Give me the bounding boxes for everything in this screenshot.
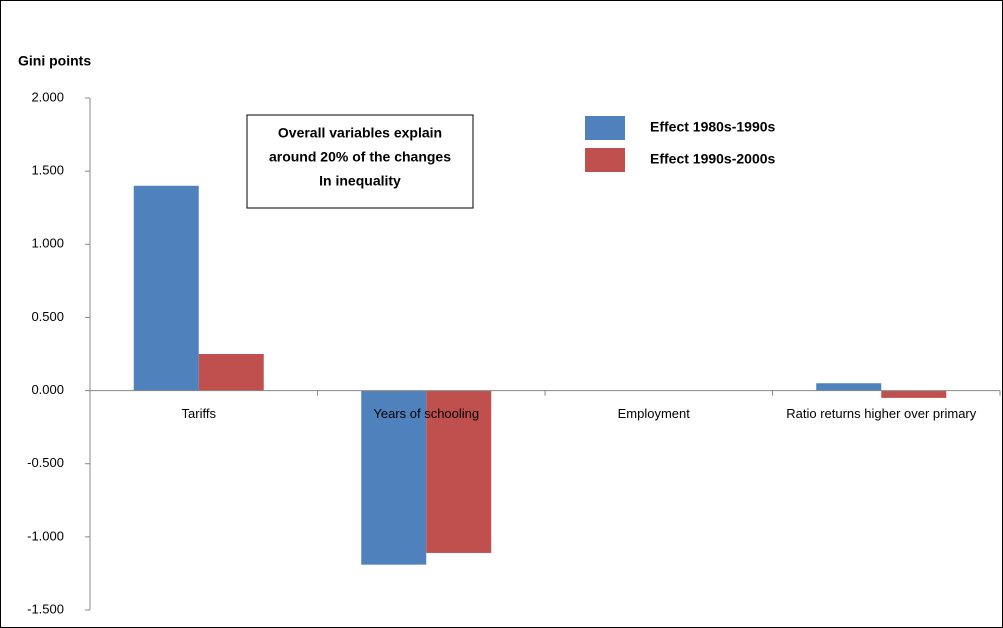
y-tick-label: 0.000 — [31, 382, 64, 397]
bar — [816, 383, 882, 391]
x-tick-label: Employment — [618, 406, 691, 421]
x-tick-label: Tariffs — [182, 406, 217, 421]
bar — [426, 390, 492, 553]
annotation-text: around 20% of the changes — [269, 149, 451, 165]
legend-swatch — [585, 116, 625, 140]
annotation-text: In inequality — [319, 173, 401, 189]
y-tick-label: -1.000 — [27, 528, 64, 543]
x-tick-label: Ratio returns higher over primary — [786, 406, 977, 421]
x-tick-label: Years of schooling — [373, 406, 479, 421]
bar — [881, 390, 947, 398]
y-tick-label: 2.000 — [31, 89, 64, 104]
annotation-text: Overall variables explain — [278, 125, 442, 141]
legend-label: Effect 1990s-2000s — [650, 151, 776, 167]
bar — [133, 185, 199, 391]
y-axis-label: Gini points — [18, 53, 91, 69]
y-tick-label: 1.500 — [31, 163, 64, 178]
bar — [198, 354, 264, 391]
y-tick-label: -0.500 — [27, 455, 64, 470]
y-tick-label: 1.000 — [31, 236, 64, 251]
annotation-box — [246, 114, 474, 209]
y-tick-label: -1.500 — [27, 601, 64, 616]
y-tick-label: 0.500 — [31, 309, 64, 324]
legend-label: Effect 1980s-1990s — [650, 119, 776, 135]
legend-swatch — [585, 148, 625, 172]
bar — [361, 390, 427, 565]
